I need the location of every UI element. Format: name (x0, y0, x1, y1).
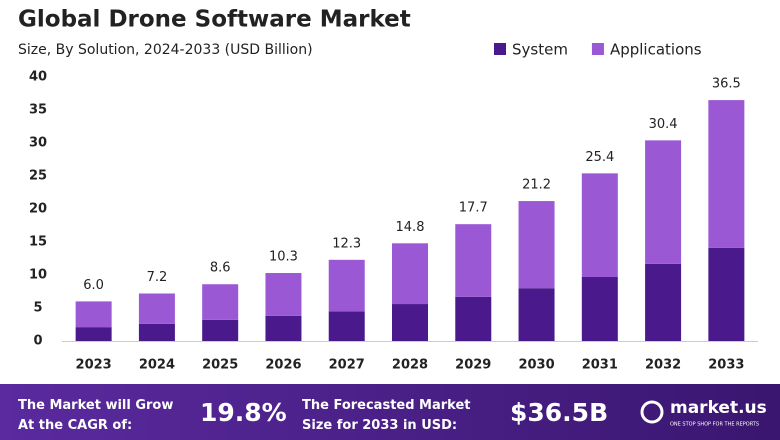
cagr-value: 19.8% (200, 398, 287, 427)
forecast-text: The Forecasted Market Size for 2033 in US… (302, 398, 471, 433)
x-tick-label: 2028 (392, 358, 428, 373)
bar-segment (455, 296, 492, 341)
bar-segment (328, 311, 365, 341)
bar-segment (392, 243, 428, 305)
total-label: 21.2 (522, 178, 551, 193)
x-tick-label: 2023 (76, 358, 112, 373)
y-tick-label: 15 (29, 235, 47, 250)
x-tick-label: 2030 (518, 358, 554, 373)
bar-segment (328, 259, 365, 312)
x-tick-label: 2024 (139, 358, 175, 373)
chart-title: Global Drone Software Market (18, 7, 411, 33)
x-tick-label: 2026 (265, 358, 301, 373)
tagline: ONE STOP SHOP FOR THE REPORTS (670, 422, 759, 428)
y-tick-label: 10 (29, 268, 47, 283)
bar-segment (202, 319, 239, 341)
total-label: 36.5 (712, 77, 741, 92)
bar-segment (518, 201, 555, 289)
y-tick-label: 20 (29, 202, 47, 217)
bar-segment (708, 247, 745, 341)
total-label: 12.3 (332, 236, 361, 251)
y-tick-label: 25 (29, 169, 47, 184)
x-tick-label: 2033 (708, 358, 744, 373)
bar-segment (265, 273, 302, 316)
x-tick-label: 2032 (645, 358, 681, 373)
brand-logo (640, 400, 664, 424)
x-tick-label: 2027 (329, 358, 365, 373)
total-label: 17.7 (459, 201, 488, 216)
bar-segment (138, 323, 175, 341)
chart-subtitle: Size, By Solution, 2024-2033 (USD Billio… (18, 42, 313, 58)
bar-segment (202, 284, 239, 320)
y-tick-label: 0 (33, 334, 42, 349)
legend-swatch (494, 43, 506, 55)
y-tick-label: 5 (33, 301, 42, 316)
x-tick-label: 2029 (455, 358, 491, 373)
forecast-value: $36.5B (510, 398, 608, 427)
cagr-text: The Market will Grow At the CAGR of: (18, 398, 173, 433)
bar-segment (138, 293, 175, 324)
bar-segment (518, 288, 555, 341)
total-label: 6.0 (83, 278, 104, 293)
brand: market.us (670, 398, 767, 418)
total-label: 30.4 (649, 117, 678, 132)
bar-segment (75, 327, 112, 341)
total-label: 10.3 (269, 250, 298, 265)
total-label: 8.6 (210, 261, 231, 276)
bar-segment (581, 276, 618, 341)
bar-segment (645, 263, 682, 341)
x-tick-label: 2031 (582, 358, 618, 373)
legend-label: Applications (610, 41, 702, 59)
y-tick-label: 40 (29, 70, 47, 85)
bar-segment (645, 140, 682, 264)
total-label: 25.4 (585, 150, 614, 165)
total-label: 14.8 (396, 220, 425, 235)
bar-segment (455, 224, 492, 297)
bar-segment (265, 315, 302, 341)
x-tick-label: 2025 (202, 358, 238, 373)
bar-segment (581, 173, 618, 277)
total-label: 7.2 (147, 270, 168, 285)
bar-segment (392, 304, 428, 341)
footer-band (0, 384, 780, 440)
bar-segment (75, 301, 112, 328)
y-tick-label: 30 (29, 136, 47, 151)
bar-segment (708, 100, 745, 248)
legend-swatch (591, 43, 604, 55)
legend-label: System (512, 41, 568, 59)
y-tick-label: 35 (29, 103, 47, 118)
